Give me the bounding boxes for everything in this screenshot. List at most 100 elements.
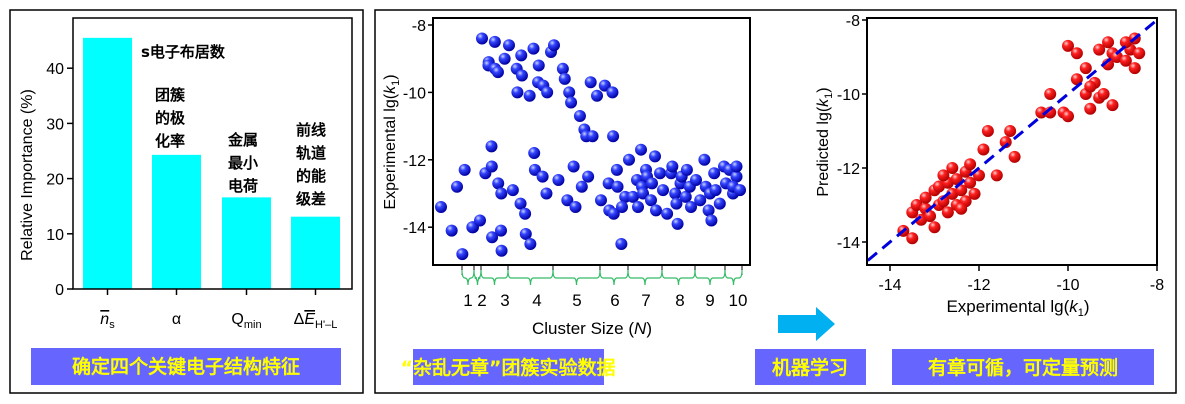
data-point xyxy=(524,238,537,251)
data-point xyxy=(445,224,458,237)
cluster-size-axis-label: Cluster Size (N) xyxy=(532,319,652,338)
data-point xyxy=(582,170,595,183)
annotation-polarizability-3: 化率 xyxy=(155,132,185,150)
bar-plot-frame xyxy=(72,17,353,290)
data-point xyxy=(650,204,662,217)
predicted-y-axis-label: Predicted lg(k1) xyxy=(815,87,835,196)
data-point xyxy=(1093,43,1106,56)
category-label: ns xyxy=(100,311,115,331)
data-point xyxy=(702,204,715,217)
cluster-size-label: 6 xyxy=(610,291,619,310)
data-point xyxy=(575,180,588,193)
data-point xyxy=(1062,110,1074,123)
data-point xyxy=(698,153,711,166)
group-brace xyxy=(627,269,663,286)
panel-right: -8 -10 -12 -14 1 2 3 4 5 6 7 8 9 10 Experimental lg(k… xyxy=(374,9,1177,394)
data-point xyxy=(1128,62,1141,75)
y-tick-label: -8 xyxy=(846,13,860,30)
data-point xyxy=(661,207,674,220)
data-point xyxy=(1084,80,1097,93)
y-tick-label: 40 xyxy=(46,61,64,78)
group-brace xyxy=(661,269,696,286)
data-point xyxy=(515,49,528,62)
bar-annotations: s电子布居数 团簇 的极 化率 金属 最小 电荷 前线 轨道 的能 级差 xyxy=(141,43,326,208)
data-point xyxy=(1119,54,1132,67)
data-point xyxy=(456,248,469,261)
group-brace xyxy=(473,269,482,286)
y-tick-label: -10 xyxy=(837,87,860,104)
group-brace xyxy=(552,269,601,286)
caption-left-box xyxy=(31,348,341,385)
data-point xyxy=(1062,39,1074,52)
data-point xyxy=(623,153,635,166)
experimental-y-axis-label: Experimental lg(k1) xyxy=(382,74,402,209)
data-point xyxy=(523,89,536,102)
data-point xyxy=(919,191,932,204)
group-brace xyxy=(480,269,509,286)
data-point xyxy=(586,130,599,143)
data-point xyxy=(709,184,722,197)
cluster-size-label: 2 xyxy=(477,291,486,310)
bar-categories: ns α Qmin ΔEH'–L xyxy=(100,289,337,331)
data-point xyxy=(514,197,527,210)
data-point xyxy=(511,86,524,99)
data-point xyxy=(565,96,578,109)
data-point xyxy=(1106,99,1119,112)
annotation-polarizability-1: 团簇 xyxy=(155,86,186,104)
data-point xyxy=(734,184,746,197)
y-tick-label: -14 xyxy=(837,235,860,252)
data-point xyxy=(670,197,683,210)
annotation-gap-2: 轨道 xyxy=(296,144,326,162)
ml-label-box xyxy=(755,349,866,385)
data-point xyxy=(607,130,620,143)
data-point xyxy=(488,35,501,48)
data-point xyxy=(1008,150,1021,163)
data-point xyxy=(584,76,597,89)
data-point xyxy=(690,174,702,187)
x-tick-label: -8 xyxy=(1150,277,1164,294)
data-point xyxy=(627,190,639,203)
data-point xyxy=(928,221,941,234)
group-brace xyxy=(461,269,475,286)
scatter-frame-experimental xyxy=(432,17,751,266)
y-tick-label: -8 xyxy=(412,18,426,35)
predicted-vs-experimental-scatter: -8 -10 -12 -14 -14 -12 -10 -8 xyxy=(837,13,1164,294)
data-point xyxy=(1102,36,1115,49)
data-point xyxy=(515,69,528,82)
data-point xyxy=(924,210,937,223)
y-tick-label: 0 xyxy=(55,282,64,299)
cluster-size-label: 1 xyxy=(463,291,472,310)
group-brace xyxy=(694,269,726,286)
data-point xyxy=(519,207,532,220)
data-point xyxy=(610,163,623,176)
data-point xyxy=(654,167,666,180)
data-point xyxy=(519,227,532,240)
data-point xyxy=(495,224,507,237)
annotation-s-population: s电子布居数 xyxy=(141,43,226,61)
bar xyxy=(152,154,201,289)
bar-y-axis-label: Relative Importance (%) xyxy=(19,89,36,261)
data-point xyxy=(1079,62,1092,75)
data-point xyxy=(1097,88,1110,100)
data-point xyxy=(558,72,571,85)
cluster-size-label: 5 xyxy=(572,291,581,310)
category-label: Qmin xyxy=(231,311,261,331)
panel-right-border xyxy=(374,9,1177,394)
annotation-min-charge-3: 电荷 xyxy=(228,177,258,195)
caption-right: 有章可循，可定量预测 xyxy=(928,356,1118,379)
annotation-gap-3: 的能 xyxy=(296,167,326,185)
arrow-right-icon xyxy=(778,307,835,341)
group-brace xyxy=(724,269,743,286)
data-point xyxy=(964,158,977,171)
data-point xyxy=(532,59,545,72)
panel-left-border xyxy=(9,9,364,394)
y-tick-label: -12 xyxy=(403,153,426,170)
data-point xyxy=(646,177,658,190)
group-brace xyxy=(599,269,629,286)
caption-middle-box xyxy=(413,349,604,385)
data-point xyxy=(708,167,721,180)
annotation-gap-4: 级差 xyxy=(296,190,326,208)
data-point xyxy=(495,244,508,257)
cluster-size-label: 8 xyxy=(675,291,684,310)
